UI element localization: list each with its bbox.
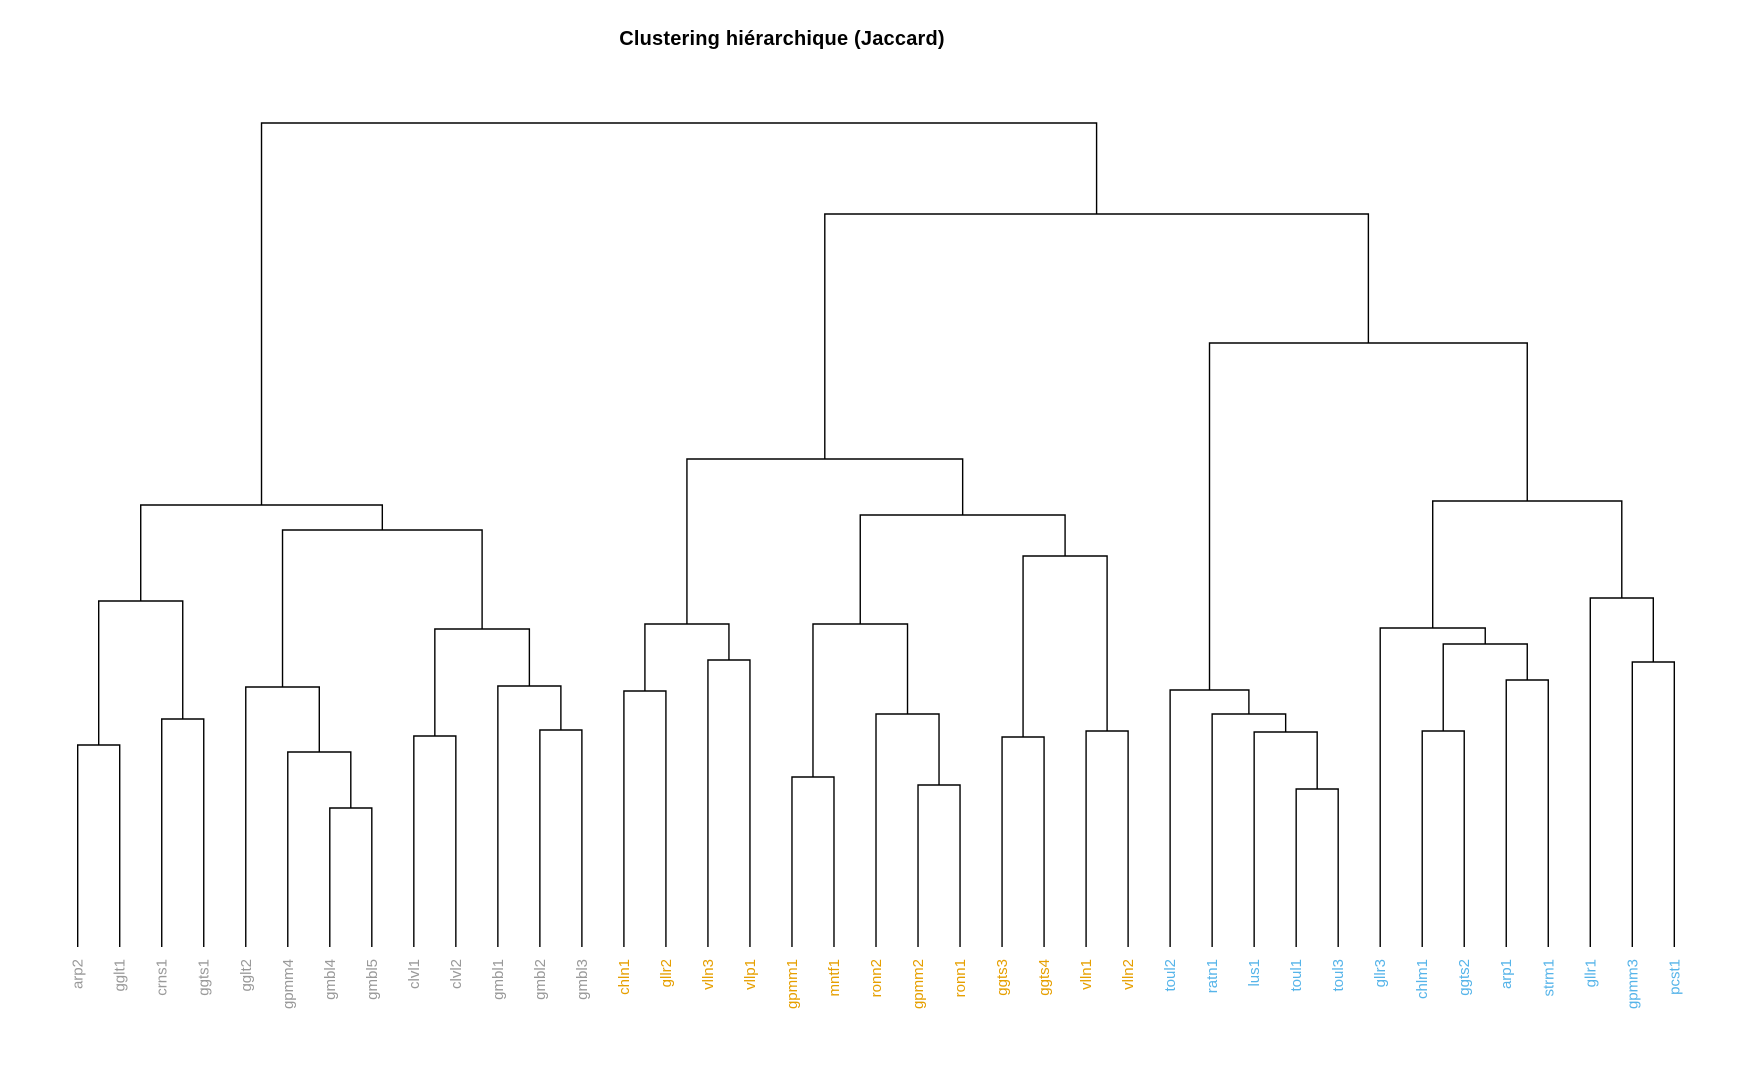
dendrogram-link: [686, 458, 964, 624]
dendrogram-link: [413, 735, 457, 947]
leaf-label-clvl1: clvl1: [406, 959, 423, 989]
leaf-label-gglt1: gglt1: [112, 959, 129, 992]
dendrogram-link: [1253, 731, 1318, 947]
dendrogram-link: [1631, 661, 1676, 947]
dendrogram-link: [623, 690, 667, 947]
dendrogram-link: [644, 623, 730, 691]
dendrogram-link: [791, 776, 835, 947]
dendrogram-link: [812, 623, 909, 777]
dendrogram-link: [1022, 555, 1108, 737]
leaf-label-crns1: crns1: [154, 959, 171, 996]
leaf-label-lus1: lus1: [1246, 959, 1263, 987]
leaf-label-ronn2: ronn2: [868, 959, 885, 997]
dendrogram-link: [824, 213, 1370, 459]
leaf-label-toul3: toul3: [1330, 959, 1347, 992]
leaf-label-gllr2: gllr2: [658, 959, 675, 987]
leaf-label-chlm1: chlm1: [1414, 959, 1431, 999]
leaf-label-toul1: toul1: [1288, 959, 1305, 992]
leaf-label-gllr1: gllr1: [1582, 959, 1599, 987]
dendrogram-link: [260, 122, 1098, 505]
dendrogram-link: [1169, 689, 1250, 947]
leaf-label-ronn1: ronn1: [952, 959, 969, 997]
dendrogram-link: [1001, 736, 1045, 947]
leaf-label-ggts1: ggts1: [196, 959, 213, 996]
leaf-label-vlln2: vlln2: [1120, 959, 1137, 990]
leaf-label-gmbl3: gmbl3: [574, 959, 591, 1000]
dendrogram-link: [287, 751, 352, 947]
dendrogram-link: [281, 529, 483, 687]
dendrogram-link: [917, 784, 961, 947]
dendrogram-link: [1295, 788, 1339, 947]
dendrogram-link: [497, 685, 562, 947]
leaf-label-gllr3: gllr3: [1372, 959, 1389, 987]
leaf-label-pcst1: pcst1: [1666, 959, 1683, 995]
leaf-label-gmbl5: gmbl5: [364, 959, 381, 1000]
leaf-label-gpmm2: gpmm2: [910, 959, 927, 1009]
dendrogram-link: [1208, 342, 1528, 690]
dendrogram-link: [1442, 643, 1528, 731]
leaf-label-toul2: toul2: [1162, 959, 1179, 992]
leaf-label-vllp1: vllp1: [742, 959, 759, 990]
leaf-label-mntf1: mntf1: [826, 959, 843, 997]
dendrogram-link: [77, 744, 121, 947]
dendrogram-link: [1379, 627, 1486, 947]
leaf-label-gpmm3: gpmm3: [1624, 959, 1641, 1009]
leaf-label-gmbl1: gmbl1: [490, 959, 507, 1000]
dendrogram-link: [434, 628, 531, 736]
leaf-label-clvl2: clvl2: [448, 959, 465, 989]
leaf-label-ratn1: ratn1: [1204, 959, 1221, 993]
leaf-label-gmbl4: gmbl4: [322, 959, 339, 1000]
dendrogram-link: [875, 713, 940, 947]
leaf-label-arp2: arp2: [70, 959, 87, 989]
dendrogram-link: [1505, 679, 1549, 947]
dendrogram-link: [1211, 713, 1287, 947]
dendrogram-link: [329, 807, 373, 947]
leaf-label-gmbl2: gmbl2: [532, 959, 549, 1000]
leaf-label-chln1: chln1: [616, 959, 633, 995]
dendrogram-link: [1085, 730, 1129, 947]
leaf-label-gpmm1: gpmm1: [784, 959, 801, 1009]
leaf-label-ggts4: ggts4: [1036, 959, 1053, 996]
leaf-label-arp1: arp1: [1498, 959, 1515, 989]
leaf-label-gglt2: gglt2: [238, 959, 255, 992]
dendrogram-link: [161, 718, 205, 947]
leaf-label-vlln1: vlln1: [1078, 959, 1095, 990]
dendrogram-link: [707, 659, 751, 947]
dendrogram-link: [245, 686, 320, 947]
dendrogram-link: [1589, 597, 1654, 947]
dendrogram-link: [539, 729, 583, 947]
leaf-label-strm1: strm1: [1540, 959, 1557, 997]
dendrogram-link: [1421, 730, 1465, 947]
dendrogram-link: [98, 600, 184, 745]
leaf-label-gpmm4: gpmm4: [280, 959, 297, 1009]
leaf-label-ggts2: ggts2: [1456, 959, 1473, 996]
leaf-label-vlln3: vlln3: [700, 959, 717, 990]
dendrogram-link: [1432, 500, 1623, 628]
dendrogram-link: [140, 504, 384, 601]
dendrogram-link: [859, 514, 1066, 624]
leaf-label-ggts3: ggts3: [994, 959, 1011, 996]
chart-title: Clustering hiérarchique (Jaccard): [619, 28, 945, 50]
